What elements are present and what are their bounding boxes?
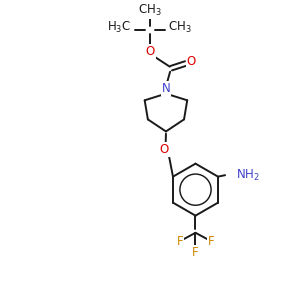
Text: O: O [187,55,196,68]
Text: CH$_3$: CH$_3$ [168,20,191,35]
Text: O: O [160,143,169,156]
Text: NH$_2$: NH$_2$ [236,168,260,183]
Text: CH$_3$: CH$_3$ [138,3,162,18]
Text: N: N [162,82,170,95]
Text: F: F [192,246,199,260]
Text: F: F [177,235,183,248]
Text: H$_3$C: H$_3$C [107,20,131,35]
Text: O: O [146,45,154,58]
Text: F: F [208,235,214,248]
